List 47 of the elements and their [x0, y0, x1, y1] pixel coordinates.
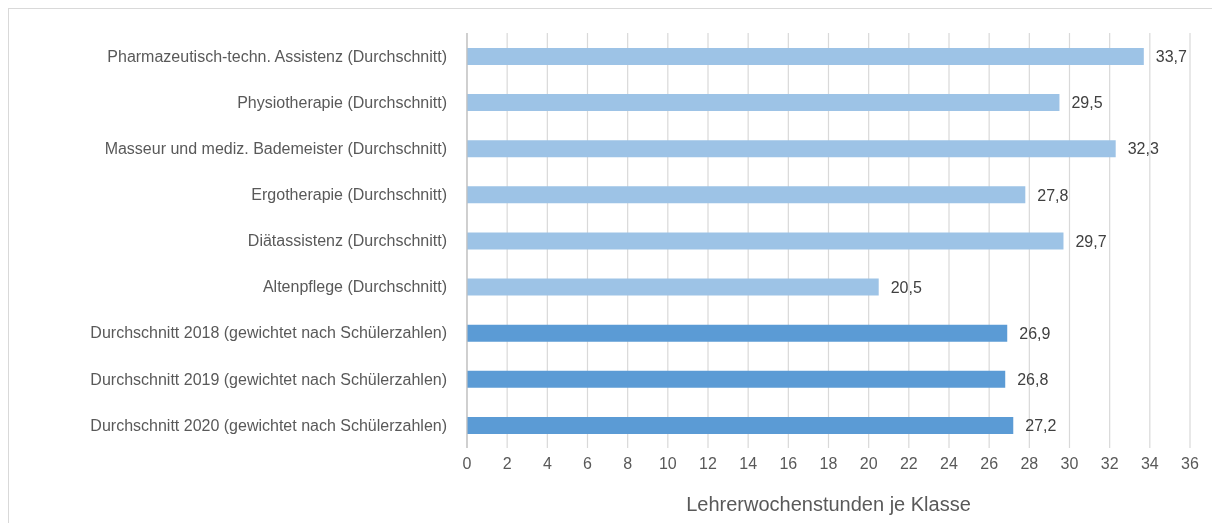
bar — [467, 186, 1026, 204]
bar — [467, 140, 1116, 158]
x-tick-label: 20 — [859, 455, 878, 473]
y-tick-label: Altenpflege (Durchschnitt) — [262, 278, 447, 296]
data-label: 27,2 — [1025, 417, 1057, 435]
bar — [467, 48, 1144, 65]
x-tick-label: 14 — [739, 455, 758, 473]
bar — [467, 278, 879, 296]
x-tick-label: 0 — [462, 455, 472, 473]
y-tick-label: Durchschnitt 2019 (gewichtet nach Schülerzahlen) — [90, 370, 447, 388]
y-tick-label: Diätassistenz (Durchschnitt) — [247, 232, 447, 250]
data-label: 29,7 — [1075, 232, 1107, 250]
y-tick-label: Ergotherapie (Durchschnitt) — [251, 186, 447, 204]
x-tick-label: 8 — [623, 455, 633, 473]
bar — [467, 324, 1008, 342]
data-label: 20,5 — [890, 278, 922, 296]
x-tick-label: 16 — [779, 455, 798, 473]
x-tick-label: 28 — [1020, 455, 1039, 473]
x-axis-title: Lehrerwochenstunden je Klasse — [686, 493, 971, 515]
bar — [467, 416, 1014, 434]
data-label: 27,8 — [1037, 186, 1069, 204]
x-tick-label: 24 — [940, 455, 958, 473]
x-tick-label: 10 — [658, 455, 677, 473]
x-tick-label: 18 — [819, 455, 838, 473]
y-tick-label: Pharmazeutisch-techn. Assistenz (Durchschnitt) — [107, 47, 447, 65]
x-tick-label: 34 — [1140, 455, 1159, 473]
bar — [467, 94, 1060, 112]
x-tick-label: 26 — [980, 455, 999, 473]
x-tick-label: 4 — [542, 455, 552, 473]
data-label: 33,7 — [1155, 48, 1188, 66]
x-tick-label: 36 — [1181, 455, 1199, 473]
y-tick-label: Durchschnitt 2020 (gewichtet nach Schülerzahlen) — [90, 416, 447, 434]
bar — [467, 370, 1006, 388]
data-label: 32,3 — [1127, 140, 1159, 158]
data-label: 26,8 — [1017, 370, 1049, 388]
bar — [467, 232, 1064, 250]
x-tick-label: 12 — [699, 455, 717, 473]
x-tick-label: 30 — [1060, 455, 1079, 473]
y-tick-label: Physiotherapie (Durchschnitt) — [237, 93, 447, 111]
data-label: 29,5 — [1071, 94, 1103, 112]
data-label: 26,9 — [1019, 324, 1051, 342]
x-tick-label: 2 — [502, 455, 512, 473]
x-tick-label: 32 — [1100, 455, 1119, 473]
y-tick-label: Durchschnitt 2018 (gewichtet nach Schülerzahlen) — [90, 324, 447, 342]
x-tick-label: 6 — [583, 455, 593, 473]
x-tick-label: 22 — [899, 455, 918, 473]
y-tick-label: Masseur und mediz. Bademeister (Durchschnitt) — [104, 139, 447, 157]
